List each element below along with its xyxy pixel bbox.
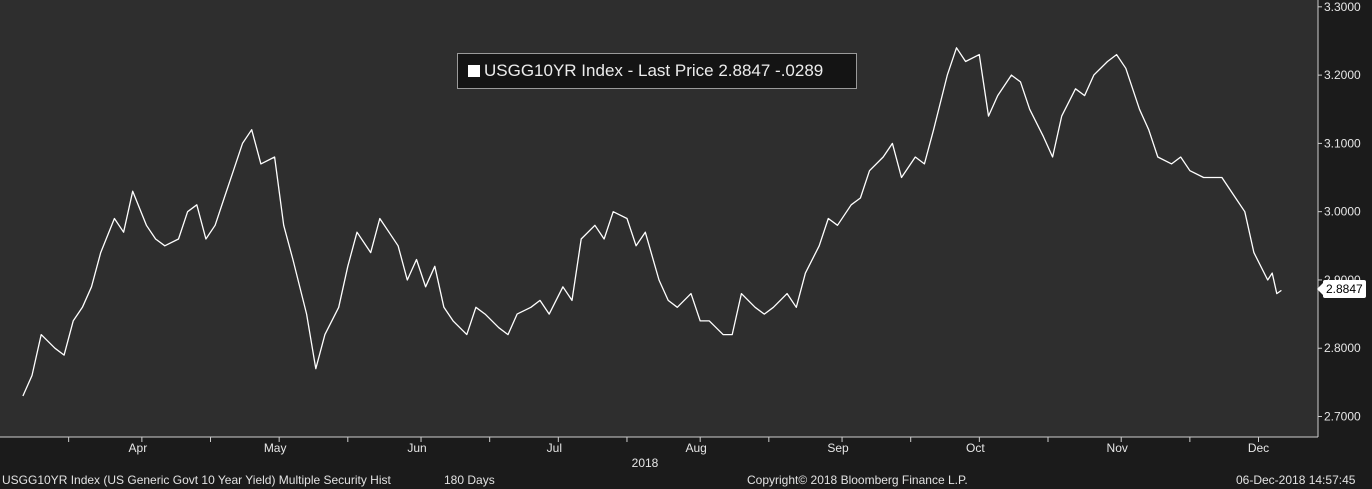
x-axis-ticks: Apr May Jun Jul Aug Sep Oct Nov Dec	[68, 437, 1269, 455]
x-tick-label: Jun	[407, 441, 426, 455]
x-tick-label: Jul	[547, 441, 562, 455]
x-tick-label: Sep	[827, 441, 849, 455]
footer-description: USGG10YR Index (US Generic Govt 10 Year …	[2, 473, 391, 487]
y-tick-label: 2.7000	[1324, 410, 1361, 424]
y-axis-ticks: 2.70002.80002.90003.00003.10003.20003.30…	[1318, 0, 1361, 424]
footer-copyright: Copyright© 2018 Bloomberg Finance L.P.	[747, 473, 968, 487]
price-line	[22, 47, 1282, 397]
x-tick-label: Dec	[1248, 441, 1269, 455]
x-tick-label: Apr	[129, 441, 148, 455]
x-axis-year-label: 2018	[632, 456, 659, 470]
legend-box: USGG10YR Index - Last Price 2.8847 -.028…	[457, 53, 857, 89]
y-tick-label: 3.3000	[1324, 0, 1361, 14]
x-tick-label: Nov	[1107, 441, 1128, 455]
last-value-tag: 2.8847	[1317, 280, 1366, 298]
footer: USGG10YR Index (US Generic Govt 10 Year …	[0, 470, 1372, 489]
y-tick-label: 3.1000	[1324, 136, 1361, 150]
footer-period: 180 Days	[444, 473, 495, 487]
footer-timestamp: 06-Dec-2018 14:57:45	[1236, 473, 1356, 487]
y-tick-label: 3.2000	[1324, 68, 1361, 82]
x-tick-label: May	[264, 441, 287, 455]
x-tick-label: Oct	[966, 441, 985, 455]
legend-swatch	[468, 65, 480, 77]
y-tick-label: 2.8000	[1324, 341, 1361, 355]
x-tick-label: Aug	[686, 441, 707, 455]
y-tick-label: 3.0000	[1324, 205, 1361, 219]
legend-text: USGG10YR Index - Last Price 2.8847 -.028…	[484, 61, 824, 80]
